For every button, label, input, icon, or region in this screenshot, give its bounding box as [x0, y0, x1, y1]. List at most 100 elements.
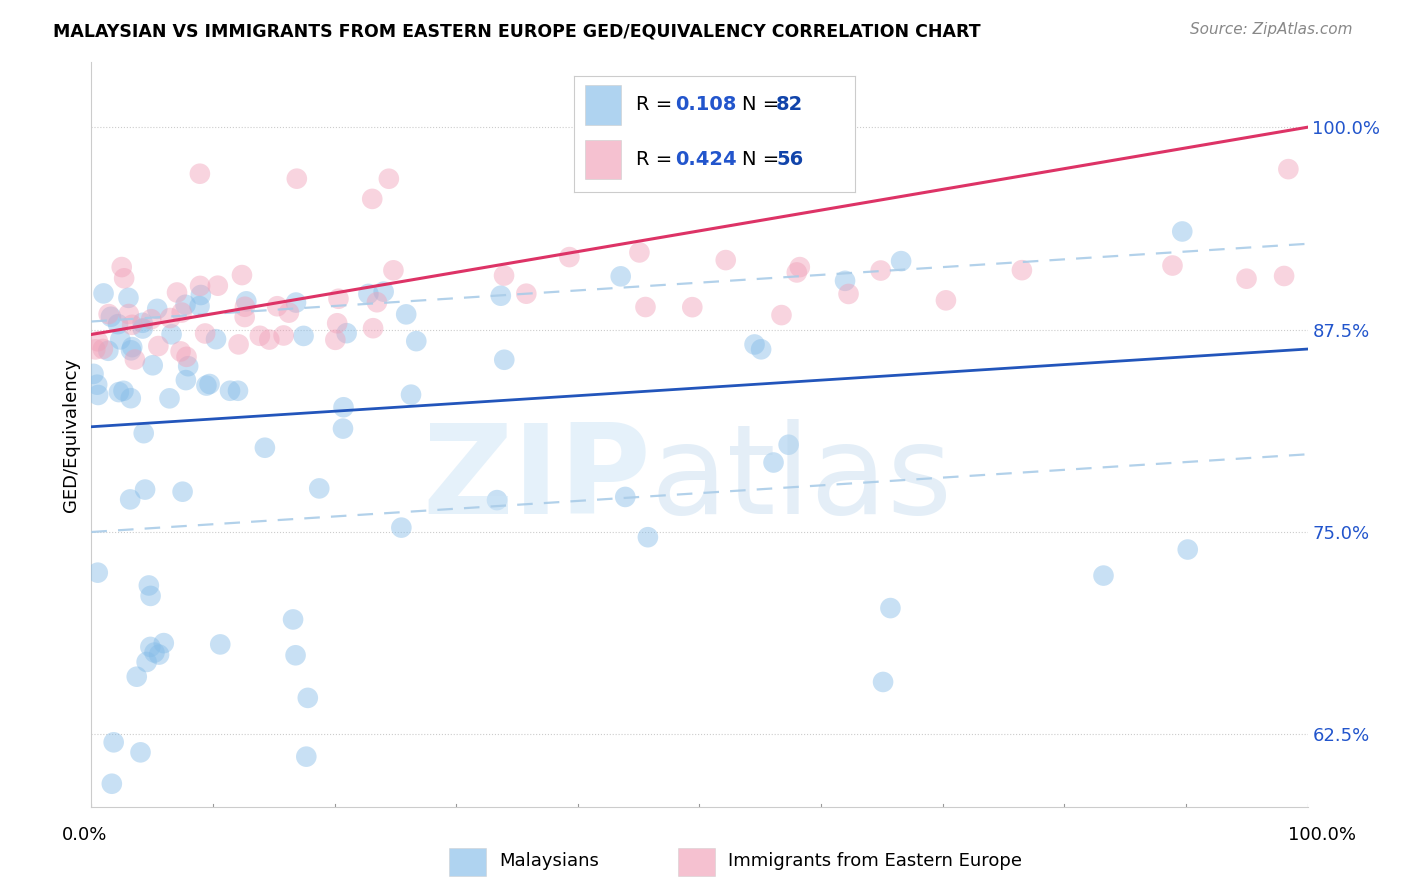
Point [890, 254, 912, 268]
Point [129, 745, 152, 759]
Point [405, 334, 427, 348]
Point [744, 337, 766, 351]
Point [872, 675, 894, 690]
Point [373, 285, 395, 299]
Point [205, 332, 228, 346]
Point [778, 438, 800, 452]
Point [174, 373, 197, 387]
Point [118, 307, 141, 321]
Point [93, 286, 115, 301]
Point [100, 310, 122, 324]
Point [609, 269, 631, 284]
Point [614, 490, 637, 504]
Bar [450, 847, 486, 877]
Point [1277, 162, 1299, 177]
Point [1161, 259, 1184, 273]
Point [97, 307, 120, 321]
Point [489, 289, 512, 303]
Point [253, 441, 276, 455]
Point [194, 326, 217, 341]
Point [228, 337, 250, 351]
Point [879, 601, 901, 615]
Point [332, 421, 354, 435]
Text: R =: R = [636, 95, 678, 114]
Point [277, 305, 299, 319]
Point [328, 292, 350, 306]
Point [366, 295, 388, 310]
Point [399, 387, 422, 401]
Point [292, 329, 315, 343]
Point [295, 749, 318, 764]
Point [1092, 568, 1115, 582]
Point [97, 343, 120, 358]
Point [1272, 268, 1295, 283]
Point [209, 637, 232, 651]
Point [382, 263, 405, 277]
Point [935, 293, 957, 308]
Point [249, 328, 271, 343]
Point [111, 260, 134, 274]
Point [176, 350, 198, 364]
Point [1236, 271, 1258, 285]
Point [87, 566, 110, 580]
Point [124, 352, 146, 367]
Point [325, 333, 347, 347]
Bar [678, 847, 716, 877]
Point [714, 253, 737, 268]
Point [681, 300, 703, 314]
Point [308, 482, 330, 496]
Point [108, 385, 131, 400]
Point [138, 578, 160, 592]
Text: MALAYSIAN VS IMMIGRANTS FROM EASTERN EUROPE GED/EQUIVALENCY CORRELATION CHART: MALAYSIAN VS IMMIGRANTS FROM EASTERN EUR… [53, 22, 981, 40]
Point [226, 384, 249, 398]
Point [159, 392, 181, 406]
Point [83, 367, 105, 381]
Point [146, 301, 169, 316]
Point [749, 343, 772, 357]
Point [188, 279, 211, 293]
Point [174, 298, 197, 312]
Point [762, 456, 785, 470]
Point [120, 343, 142, 358]
Point [273, 328, 295, 343]
Point [838, 287, 860, 301]
Text: ZIP: ZIP [422, 419, 651, 540]
Point [148, 339, 170, 353]
Point [492, 268, 515, 283]
Point [637, 530, 659, 544]
Point [285, 295, 308, 310]
Text: 0.0%: 0.0% [62, 826, 107, 844]
Bar [585, 85, 621, 125]
Point [266, 299, 288, 313]
Point [357, 286, 380, 301]
Point [1011, 263, 1033, 277]
Point [143, 646, 166, 660]
Point [190, 288, 212, 302]
Point [515, 286, 537, 301]
Point [207, 278, 229, 293]
Text: Source: ZipAtlas.com: Source: ZipAtlas.com [1189, 22, 1353, 37]
Point [326, 316, 349, 330]
Point [135, 655, 157, 669]
Point [110, 333, 132, 347]
Point [84, 343, 107, 357]
Point [834, 274, 856, 288]
Point [120, 391, 142, 405]
Point [494, 352, 516, 367]
Text: Immigrants from Eastern Europe: Immigrants from Eastern Europe [728, 852, 1022, 871]
Point [284, 648, 307, 663]
Point [235, 294, 257, 309]
Point [378, 171, 401, 186]
Point [91, 342, 114, 356]
Point [1177, 542, 1199, 557]
Point [361, 321, 384, 335]
Point [112, 384, 135, 398]
Point [134, 483, 156, 497]
Point [485, 493, 508, 508]
Point [177, 359, 200, 374]
Bar [585, 139, 621, 179]
Point [125, 670, 148, 684]
Point [86, 377, 108, 392]
Point [117, 291, 139, 305]
Point [87, 334, 110, 349]
